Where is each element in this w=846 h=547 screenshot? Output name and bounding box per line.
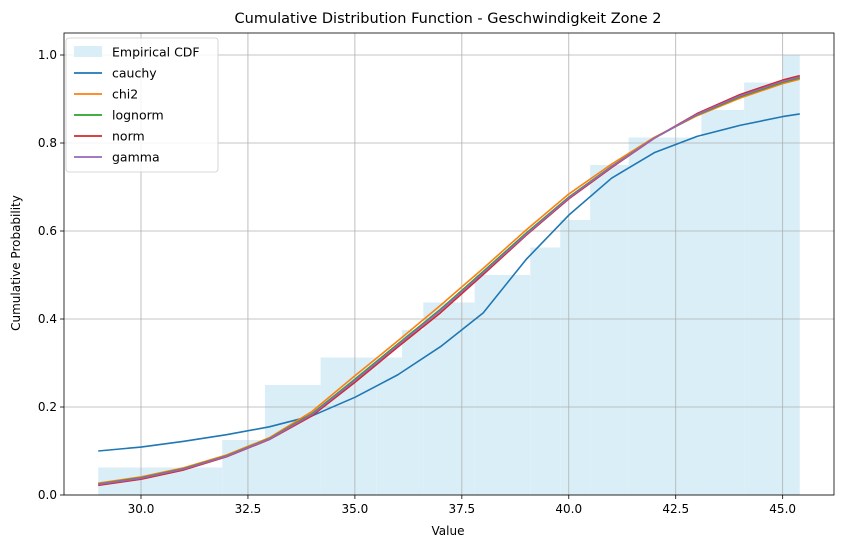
legend-label-1: cauchy: [112, 66, 157, 81]
ecdf-bar-5: [401, 330, 424, 495]
ecdf-bar-9: [560, 220, 591, 495]
legend-box: [65, 37, 219, 173]
y-tick-label-2: 0.4: [38, 312, 57, 326]
x-tick-label-2: 35.0: [342, 502, 369, 516]
y-tick-label-1: 0.2: [38, 400, 57, 414]
x-axis-label: Value: [432, 524, 465, 538]
ecdf-bar-7: [474, 275, 531, 495]
series-line-gamma: [98, 76, 800, 486]
ecdf-bar-14: [782, 55, 800, 495]
ecdf-bar-10: [590, 165, 629, 495]
x-tick-label-6: 45.0: [769, 502, 796, 516]
x-tick-label-3: 37.5: [448, 502, 475, 516]
y-tick-label-3: 0.6: [38, 224, 57, 238]
y-tick-label-5: 1.0: [38, 48, 57, 62]
ecdf-bar-13: [744, 82, 783, 495]
axes-frame: [63, 32, 835, 496]
x-tick-label-4: 40.0: [555, 502, 582, 516]
chart-title: Cumulative Distribution Function - Gesch…: [235, 11, 662, 27]
series-line-cauchy: [98, 113, 800, 452]
legend-swatch-ecdf: [74, 46, 102, 57]
plot-area: 30.0 32.5 35.0 37.5 40.0 42.5 45.0 0.0 0.2 0.4 0.6…: [38, 32, 835, 516]
x-tick-label-5: 42.5: [662, 502, 689, 516]
x-tick-label-1: 32.5: [235, 502, 262, 516]
ecdf-bar-2: [265, 385, 321, 495]
ecdf-bar-8: [530, 247, 561, 495]
ecdf-bar-11: [628, 137, 702, 495]
y-tick-label-4: 0.8: [38, 136, 57, 150]
y-axis-label: Cumulative Probability: [9, 195, 23, 331]
legend: Empirical CDF cauchy chi2 lognorm norm gamma: [65, 37, 219, 173]
x-tick-label-0: 30.0: [128, 502, 155, 516]
legend-label-0: Empirical CDF: [112, 45, 200, 60]
ecdf-bar-6: [423, 302, 475, 495]
ecdf-bar-3: [320, 357, 377, 495]
legend-label-2: chi2: [112, 87, 138, 102]
ecdf-bar-12: [701, 110, 745, 495]
legend-label-5: gamma: [112, 150, 160, 165]
series-line-chi2: [98, 78, 800, 484]
legend-label-4: norm: [112, 129, 145, 144]
legend-label-3: lognorm: [112, 108, 164, 123]
ecdf-bar-4: [376, 357, 402, 495]
y-tick-label-0: 0.0: [38, 488, 57, 502]
